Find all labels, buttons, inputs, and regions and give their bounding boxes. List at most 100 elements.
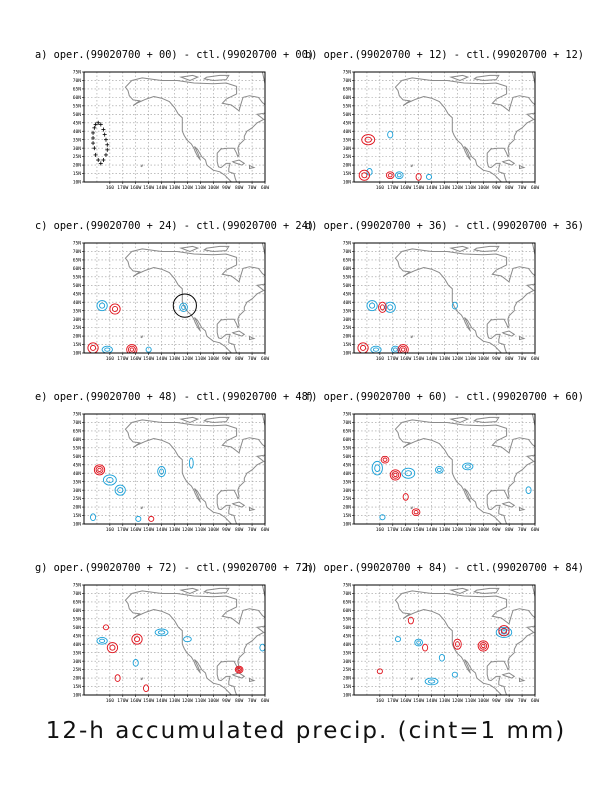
lat-tick-label: 55N [73,616,82,622]
positive-contour-cell [453,638,462,650]
lat-tick-label: 25N [343,496,352,502]
lat-tick-label: 25N [73,496,82,502]
lat-tick-label: 10N [73,522,82,528]
panel-e: e) oper.(99020700 + 48) - ctl.(99020700 … [35,391,314,533]
negative-contour-cell [371,460,383,476]
lon-tick-label: 90W [222,356,231,362]
lat-tick-label: 15N [73,513,82,519]
lat-tick-labels: 10N 15N 20N 25N 30N 35N 40N 45N 50N 55N 60N 65N 70N 7… [73,583,84,699]
lat-tick-label: 10N [343,522,352,528]
positive-contour-cell [389,469,401,481]
lat-tick-label: 75N [73,70,82,76]
track-markers [91,120,110,166]
lat-tick-label: 30N [73,659,82,665]
negative-contour-cell [394,171,404,180]
coastlines [124,72,265,182]
positive-contour-cell [376,668,383,675]
lon-tick-label: 80W [505,527,514,533]
lon-tick-label: 160 [376,356,385,362]
panel-title: b) oper.(99020700 + 12) - ctl.(99020700 … [305,49,584,61]
lat-tick-label: 35N [343,308,352,314]
lon-tick-label: 160W [130,527,141,533]
lon-tick-label: 80W [235,527,244,533]
panel-frame [83,242,266,354]
lat-tick-label: 75N [343,583,352,589]
gridlines [84,414,265,524]
lon-tick-label: 140W [426,527,437,533]
lat-tick-label: 40N [343,471,352,477]
lon-tick-label: 80W [505,185,514,191]
lat-tick-label: 60N [343,266,352,272]
lat-tick-label: 65N [73,87,82,93]
positive-contour-cell [411,508,421,516]
lat-tick-label: 35N [73,650,82,656]
lat-tick-label: 40N [343,300,352,306]
lon-tick-label: 80W [235,185,244,191]
lon-tick-label: 100W [208,698,219,704]
panel-g: g) oper.(99020700 + 72) - ctl.(99020700 … [35,562,314,704]
figure-caption: 12-h accumulated precip. (cint=1 mm) [45,718,567,744]
lat-tick-label: 40N [73,129,82,135]
lat-tick-label: 10N [343,693,352,699]
panel-title: f) oper.(99020700 + 60) - ctl.(99020700 … [305,391,584,403]
positive-contour-cell [131,633,143,645]
track-marker [102,132,107,137]
lat-tick-label: 10N [343,180,352,186]
lat-tick-label: 55N [343,445,352,451]
coastlines [394,72,535,182]
lon-tick-label: 170W [387,698,398,704]
lat-tick-label: 10N [73,180,82,186]
lat-tick-label: 20N [343,505,352,511]
lat-tick-label: 40N [73,300,82,306]
track-marker [98,161,103,166]
lon-tick-label: 90W [492,527,501,533]
lat-tick-label: 75N [73,583,82,589]
lon-tick-label: 100W [478,356,489,362]
negative-contour-cell [114,484,126,496]
lon-tick-label: 170W [117,356,128,362]
lon-tick-label: 100W [478,527,489,533]
lon-tick-label: 80W [235,356,244,362]
negative-contour-cell [425,173,433,180]
negative-contour-cell [387,130,394,139]
lon-tick-label: 70W [248,185,257,191]
lat-tick-label: 20N [343,163,352,169]
lat-tick-labels: 10N 15N 20N 25N 30N 35N 40N 45N 50N 55N 60N 65N 70N 7… [343,583,354,699]
panel-title: h) oper.(99020700 + 84) - ctl.(99020700 … [305,562,584,574]
lon-tick-label: 170W [117,527,128,533]
negative-contour-cell [462,462,474,471]
lat-tick-label: 70N [73,249,82,255]
panel-frame [83,71,266,183]
positive-contours [380,455,421,516]
lon-tick-label: 110W [465,698,476,704]
lat-tick-label: 15N [343,342,352,348]
track-marker [105,147,110,152]
lat-tick-label: 50N [73,454,82,460]
lon-tick-label: 90W [222,527,231,533]
lat-tick-label: 60N [73,95,82,101]
lon-tick-label: 170W [117,698,128,704]
panel-title: e) oper.(99020700 + 48) - ctl.(99020700 … [35,391,314,403]
lat-tick-label: 20N [73,676,82,682]
lon-tick-label: 140W [156,185,167,191]
positive-contours [357,301,409,353]
lon-tick-labels: 160 170W 160W 150W 140W 130W 120W 110W 100W 90W 80… [106,353,269,362]
lat-tick-label: 25N [73,325,82,331]
lon-tick-label: 150W [143,185,154,191]
lat-tick-label: 40N [73,471,82,477]
negative-contour-cell [96,300,108,312]
lon-tick-label: 130W [439,698,450,704]
gridlines [354,72,535,182]
lon-tick-label: 140W [156,356,167,362]
lat-tick-label: 50N [73,625,82,631]
negative-contour-cell [451,671,458,678]
negative-contours [371,460,532,521]
lat-tick-label: 15N [73,171,82,177]
negative-contour-cell [101,345,113,353]
positive-contour-cell [477,640,489,652]
lat-tick-label: 30N [73,317,82,323]
negative-contour-cell [102,474,117,486]
lon-tick-label: 160 [106,185,115,191]
negative-contour-cell [379,514,386,521]
panel-frame [83,413,266,525]
